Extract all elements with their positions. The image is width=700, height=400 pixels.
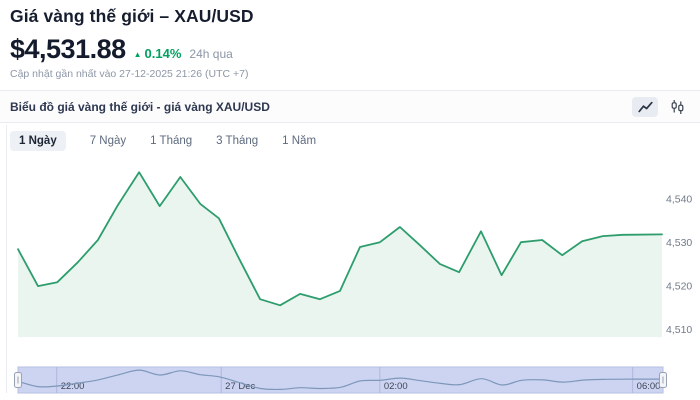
page-header: Giá vàng thế giới – XAU/USD $4,531.88 ▲ … bbox=[10, 6, 690, 80]
change-period-label: 24h qua bbox=[189, 47, 233, 61]
y-axis-label: 4,540 bbox=[666, 194, 692, 206]
navigator-time-label: 02:00 bbox=[384, 381, 408, 392]
line-chart-icon[interactable] bbox=[632, 96, 658, 117]
arrow-up-icon: ▲ bbox=[133, 50, 142, 59]
price-change-percent: 0.14% bbox=[144, 46, 182, 61]
navigator-time-label: 27 Dec bbox=[225, 381, 255, 392]
chart-card: Biểu đồ giá vàng thế giới - giá vàng XAU… bbox=[0, 90, 700, 400]
y-axis-label: 4,520 bbox=[666, 281, 692, 293]
price-row: $4,531.88 ▲ 0.14% 24h qua bbox=[10, 34, 233, 65]
price-chart[interactable]: 4,540 4,530 4,520 4,510 22:00 27 Dec 02:00 06:0… bbox=[0, 125, 700, 400]
navigator-time-label: 06:00 bbox=[637, 381, 661, 392]
candlestick-icon[interactable] bbox=[664, 97, 690, 117]
range-tabs: 1 Ngày 7 Ngày 1 Tháng 3 Tháng 1 Năm bbox=[10, 131, 316, 151]
tab-1-tháng[interactable]: 1 Tháng bbox=[150, 135, 193, 147]
chart-card-title: Biểu đồ giá vàng thế giới - giá vàng XAU… bbox=[10, 99, 270, 114]
tab-1-năm[interactable]: 1 Năm bbox=[282, 135, 317, 147]
current-price: $4,531.88 bbox=[10, 34, 126, 64]
tab-3-tháng[interactable]: 3 Tháng bbox=[216, 135, 259, 147]
chart-card-header: Biểu đồ giá vàng thế giới - giá vàng XAU… bbox=[0, 90, 700, 123]
y-axis-label: 4,530 bbox=[666, 237, 692, 249]
last-updated-text: Cập nhật gần nhất vào 27-12-2025 21:26 (… bbox=[10, 68, 249, 80]
y-axis-label: 4,510 bbox=[666, 324, 692, 336]
page-title: Giá vàng thế giới – XAU/USD bbox=[10, 6, 254, 26]
chart-type-switcher bbox=[632, 96, 690, 117]
navigator-time-label: 22:00 bbox=[61, 381, 85, 392]
tab-1-ngày[interactable]: 1 Ngày bbox=[10, 131, 66, 151]
price-change: ▲ 0.14% bbox=[134, 46, 182, 61]
tab-7-ngày[interactable]: 7 Ngày bbox=[89, 135, 127, 147]
